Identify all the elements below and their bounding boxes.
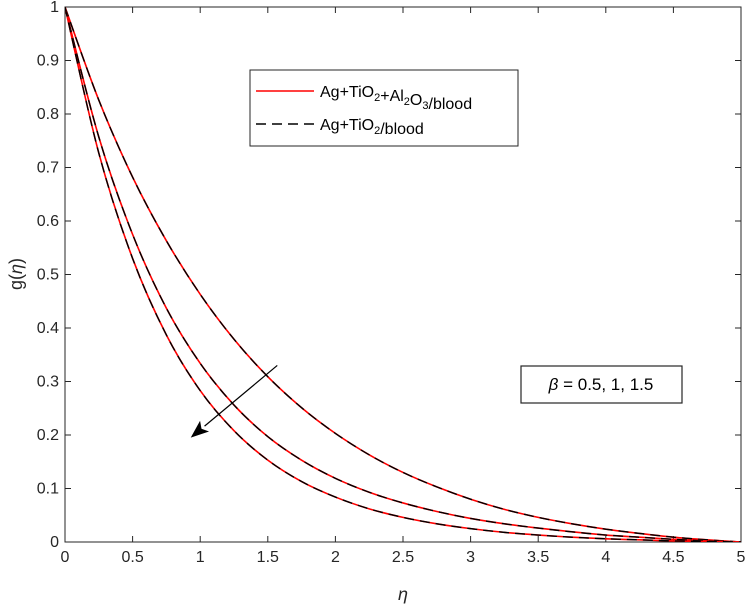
annotation-values: = 0.5, 1, 1.5 <box>558 375 653 394</box>
legend-box <box>249 69 519 147</box>
annotation-text: β = 0.5, 1, 1.5 <box>548 375 654 394</box>
y-tick-label: 1 <box>50 0 59 16</box>
x-tick-label: 0.5 <box>121 549 143 566</box>
legend: Ag+TiO2+Al2O3/blood Ag+TiO2/blood <box>249 69 519 147</box>
beta-annotation: β = 0.5, 1, 1.5 <box>520 365 683 404</box>
x-axis-ticks: 0 0.5 1 1.5 2 2.5 3 3.5 4 4.5 5 <box>61 7 746 566</box>
y-tick-label: 0.8 <box>37 106 59 123</box>
y-tick-label: 0.3 <box>37 374 59 391</box>
legend-label: Ag+TiO2/blood <box>320 117 424 138</box>
y-axis-ticks: 0 0.1 0.2 0.3 0.4 0.5 0.6 0.7 0.8 0.9 1 <box>37 0 741 551</box>
legend-label: Ag+TiO2+Al2O3/blood <box>320 84 472 113</box>
x-tick-label: 1 <box>196 549 205 566</box>
x-tick-label: 0 <box>61 549 70 566</box>
y-axis-label-suffix: ) <box>6 258 26 264</box>
y-tick-label: 0.9 <box>37 53 59 70</box>
x-tick-label: 4 <box>601 549 610 566</box>
x-tick-label: 5 <box>737 549 746 566</box>
x-tick-label: 4.5 <box>662 549 684 566</box>
y-tick-label: 0.2 <box>37 427 59 444</box>
y-axis-label: g(η) <box>6 258 26 290</box>
series-layer <box>65 7 741 542</box>
x-tick-label: 2.5 <box>392 549 414 566</box>
y-tick-label: 0.7 <box>37 160 59 177</box>
y-tick-label: 0 <box>50 534 59 551</box>
series-line-hybrid-beta-3 <box>65 7 741 542</box>
y-axis-label-prefix: g( <box>6 274 26 290</box>
y-tick-label: 0.6 <box>37 213 59 230</box>
x-tick-label: 1.5 <box>257 549 279 566</box>
x-tick-label: 2 <box>331 549 340 566</box>
series-line-nano-beta-1 <box>65 7 741 542</box>
annotation-arrow-shaft <box>204 364 278 427</box>
x-tick-label: 3 <box>466 549 475 566</box>
y-tick-label: 0.1 <box>37 481 59 498</box>
annotation-box <box>520 365 683 404</box>
x-axis-label: η <box>398 584 408 604</box>
y-axis-label-symbol: η <box>6 264 26 274</box>
series-line-nano-beta-2 <box>65 7 741 542</box>
y-tick-label: 0.5 <box>37 267 59 284</box>
annotation-arrow-head <box>190 420 210 438</box>
y-tick-label: 0.4 <box>37 320 59 337</box>
x-tick-label: 3.5 <box>527 549 549 566</box>
annotation-symbol: β <box>548 375 559 394</box>
